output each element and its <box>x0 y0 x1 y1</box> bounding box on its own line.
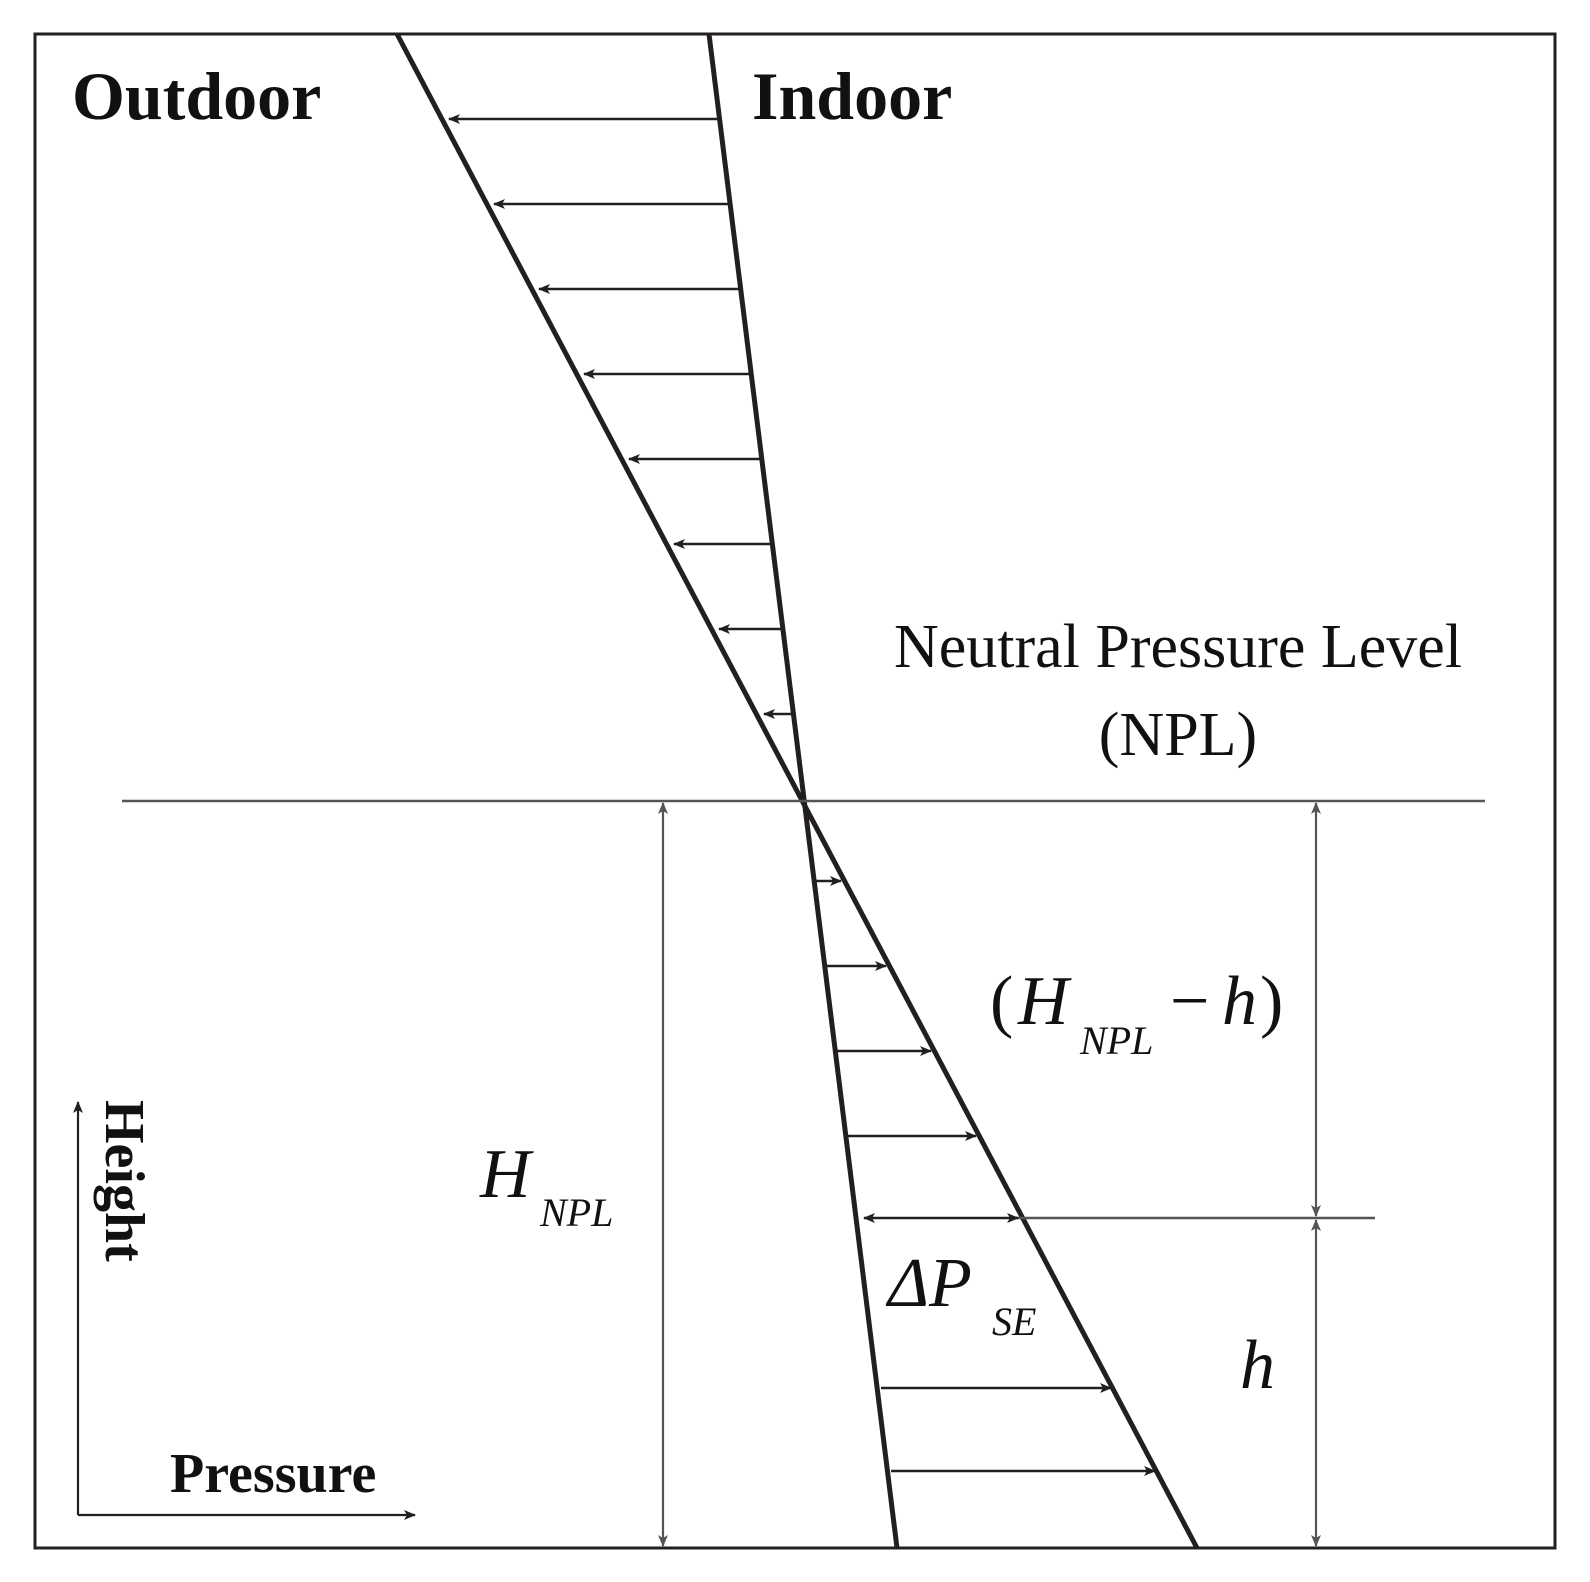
dimension-arrows <box>658 802 1321 1547</box>
outdoor-pressure-line <box>394 32 1200 1550</box>
diff-open-paren: ( <box>990 963 1013 1040</box>
upper-pressure-arrows <box>448 114 794 719</box>
indoor-label: Indoor <box>752 58 952 134</box>
pressure-axis-label: Pressure <box>170 1443 376 1505</box>
diff-small-h: h <box>1222 963 1257 1040</box>
delta-p-main: ΔP <box>885 1245 972 1322</box>
diff-h-npl-sub: NPL <box>1079 1018 1153 1063</box>
h-npl-main: H <box>479 1136 534 1213</box>
delta-p-sub: SE <box>992 1299 1036 1344</box>
lower-pressure-arrows <box>814 876 1156 1476</box>
axes-indicator <box>73 1101 416 1520</box>
h-label: h <box>1240 1327 1275 1404</box>
hnpl-minus-h-label: ( H NPL − h ) <box>990 963 1283 1063</box>
outdoor-label: Outdoor <box>72 58 321 134</box>
npl-label-line2: (NPL) <box>1099 701 1257 769</box>
diff-close-paren: ) <box>1260 963 1283 1040</box>
height-axis-label: Height <box>93 1100 155 1262</box>
delta-p-se-label: ΔP SE <box>885 1245 1036 1344</box>
diagram-frame <box>33 32 1557 1550</box>
diff-minus: − <box>1170 963 1209 1040</box>
h-npl-label: H NPL <box>479 1136 613 1235</box>
indoor-pressure-line <box>706 33 900 1549</box>
npl-label-line1: Neutral Pressure Level <box>894 613 1462 681</box>
diff-h-npl-main: H <box>1017 963 1072 1040</box>
h-npl-sub: NPL <box>539 1190 613 1235</box>
